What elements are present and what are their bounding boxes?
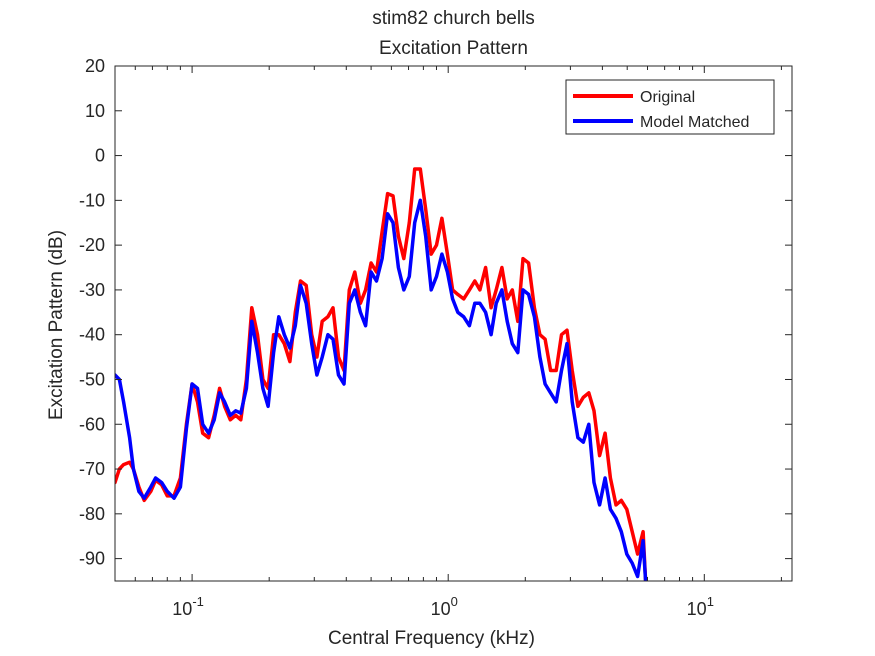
- y-tick-label: -60: [79, 414, 105, 434]
- series-layer: [115, 167, 648, 581]
- legend-label-original: Original: [640, 89, 695, 106]
- legend-label-model-matched: Model Matched: [640, 114, 749, 131]
- x-tick-label: 10-1: [172, 594, 204, 619]
- y-tick-label: -20: [79, 235, 105, 255]
- y-tick-label: -10: [79, 190, 105, 210]
- x-tick-label: 100: [431, 594, 458, 619]
- x-tick-label: 101: [687, 594, 714, 619]
- y-tick-label: 10: [85, 101, 105, 121]
- y-tick-label: -50: [79, 369, 105, 389]
- y-tick-label: -40: [79, 325, 105, 345]
- x-axis-label: Central Frequency (kHz): [328, 628, 535, 649]
- legend: Original Model Matched: [565, 79, 775, 135]
- y-tick-label: -90: [79, 549, 105, 569]
- axes-background: [115, 66, 792, 581]
- y-tick-label: -70: [79, 459, 105, 479]
- y-axis-label: Excitation Pattern (dB): [46, 229, 67, 421]
- y-tick-label: -80: [79, 504, 105, 524]
- axes-box: [114, 65, 793, 582]
- chart-subtitle: Excitation Pattern: [379, 38, 528, 59]
- y-tick-label: 20: [85, 56, 105, 76]
- series-line-model-matched: [115, 198, 648, 581]
- chart-title: stim82 church bells: [372, 8, 535, 29]
- tick-layer: -90 -80 -70 -60 -50 -40 -30 -20 -10 0 10 20 10-1 100 1…: [79, 56, 792, 619]
- legend-box: [565, 79, 775, 135]
- y-tick-label: -30: [79, 280, 105, 300]
- y-tick-label: 0: [95, 146, 105, 166]
- series-line-original: [115, 167, 648, 581]
